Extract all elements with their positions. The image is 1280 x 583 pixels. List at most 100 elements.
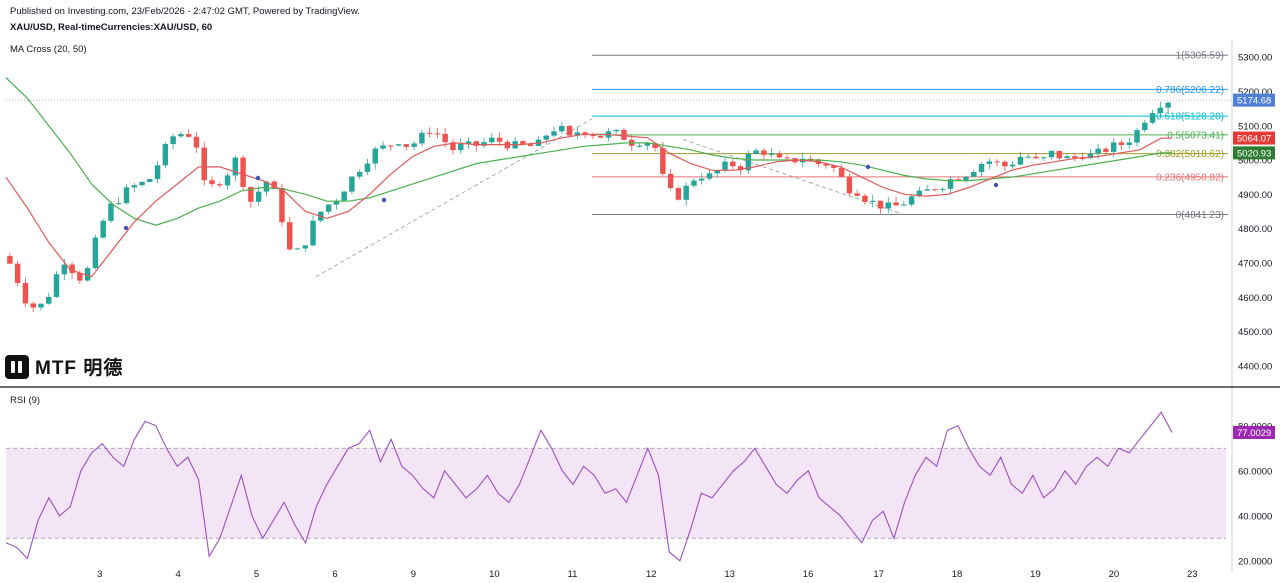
candle-body bbox=[279, 187, 285, 223]
candle-body bbox=[84, 268, 91, 281]
candle bbox=[224, 173, 231, 190]
candle-body bbox=[1017, 157, 1024, 165]
candle-body bbox=[450, 142, 456, 151]
candle bbox=[1002, 160, 1008, 172]
candle bbox=[1025, 154, 1031, 159]
candle bbox=[784, 155, 790, 160]
rsi-tick-label: 60.0000 bbox=[1238, 466, 1272, 477]
candle bbox=[660, 142, 666, 177]
candle bbox=[30, 301, 36, 313]
candle-body bbox=[768, 153, 775, 155]
candle-body bbox=[807, 158, 814, 160]
candle-body bbox=[1149, 113, 1156, 123]
candle bbox=[302, 245, 308, 252]
candle-body bbox=[1048, 150, 1055, 158]
candle bbox=[473, 140, 480, 152]
candle bbox=[481, 138, 487, 149]
candle bbox=[1142, 119, 1148, 133]
x-tick-label: 5 bbox=[254, 569, 259, 580]
candle bbox=[1134, 127, 1140, 147]
price-tick-label: 5000.00 bbox=[1238, 156, 1272, 167]
candle-body bbox=[1041, 157, 1047, 159]
candle bbox=[403, 143, 410, 151]
candle-body bbox=[590, 135, 596, 137]
candle bbox=[535, 136, 542, 147]
candle bbox=[854, 189, 860, 197]
candle bbox=[924, 184, 930, 191]
candle-body bbox=[473, 141, 480, 146]
candle-body bbox=[209, 180, 215, 185]
candle bbox=[932, 188, 938, 192]
candle bbox=[1149, 109, 1156, 125]
brand-logo: MTF 明德 bbox=[5, 353, 123, 380]
candle bbox=[768, 147, 775, 158]
candle bbox=[193, 132, 200, 153]
x-tick-label: 23 bbox=[1187, 569, 1198, 580]
fib-level-label: 0.618(5128.20) bbox=[1156, 112, 1224, 123]
candle bbox=[395, 143, 402, 147]
candle-body bbox=[193, 136, 200, 148]
candle bbox=[667, 168, 674, 191]
fib-level-label: 0.382(5018.62) bbox=[1156, 149, 1224, 160]
candle bbox=[947, 175, 954, 195]
candle-body bbox=[30, 303, 36, 308]
candle bbox=[761, 148, 767, 161]
candle bbox=[1064, 154, 1070, 159]
price-tick-label: 4600.00 bbox=[1238, 293, 1272, 304]
candle-body bbox=[372, 148, 378, 164]
fib-level-label: 0.786(5206.22) bbox=[1156, 85, 1224, 96]
candle bbox=[1118, 140, 1125, 150]
x-tick-label: 12 bbox=[646, 569, 657, 580]
candle-body bbox=[38, 303, 44, 308]
candle-body bbox=[217, 184, 223, 186]
candle-body bbox=[543, 135, 549, 140]
candle-body bbox=[442, 133, 448, 143]
candle-body bbox=[838, 167, 845, 177]
price-tick-label: 5200.00 bbox=[1238, 87, 1272, 98]
candle-body bbox=[574, 132, 581, 136]
candle-body bbox=[465, 141, 472, 144]
candle bbox=[178, 131, 184, 138]
candle bbox=[310, 215, 316, 247]
candle bbox=[372, 146, 378, 170]
candle-body bbox=[310, 220, 316, 246]
candle bbox=[590, 132, 596, 140]
candle bbox=[792, 157, 798, 165]
candle bbox=[971, 170, 977, 178]
candle-body bbox=[1103, 148, 1109, 152]
price-tick-label: 4800.00 bbox=[1238, 224, 1272, 235]
candle bbox=[683, 182, 689, 206]
candle-body bbox=[46, 296, 52, 304]
candle-body bbox=[201, 147, 207, 181]
candle-body bbox=[325, 204, 332, 212]
ma-cross-marker bbox=[123, 225, 129, 231]
candle bbox=[426, 127, 433, 138]
x-tick-label: 9 bbox=[411, 569, 416, 580]
candle bbox=[1048, 150, 1055, 160]
candle-body bbox=[1110, 142, 1117, 152]
x-tick-label: 18 bbox=[952, 569, 963, 580]
candle-body bbox=[745, 153, 752, 171]
candle-body bbox=[147, 179, 153, 182]
candle-body bbox=[69, 264, 75, 273]
candle-body bbox=[380, 145, 386, 149]
candle bbox=[1103, 146, 1109, 155]
candle bbox=[1157, 101, 1164, 117]
x-tick-label: 16 bbox=[803, 569, 814, 580]
candle-body bbox=[395, 144, 402, 146]
candle bbox=[46, 292, 52, 305]
x-tick-label: 17 bbox=[873, 569, 884, 580]
candle-body bbox=[660, 148, 666, 174]
ma20-value-tag: 5064.07 bbox=[1237, 134, 1271, 145]
candle bbox=[691, 178, 697, 188]
candle bbox=[240, 155, 246, 191]
candle bbox=[84, 266, 91, 282]
candle bbox=[232, 155, 239, 182]
fib-level-label: 0.236(4950.82) bbox=[1156, 172, 1224, 183]
candle bbox=[217, 182, 223, 188]
candle bbox=[14, 260, 21, 287]
candle-body bbox=[566, 125, 573, 136]
candle-body bbox=[706, 173, 713, 179]
candle-body bbox=[356, 171, 363, 177]
